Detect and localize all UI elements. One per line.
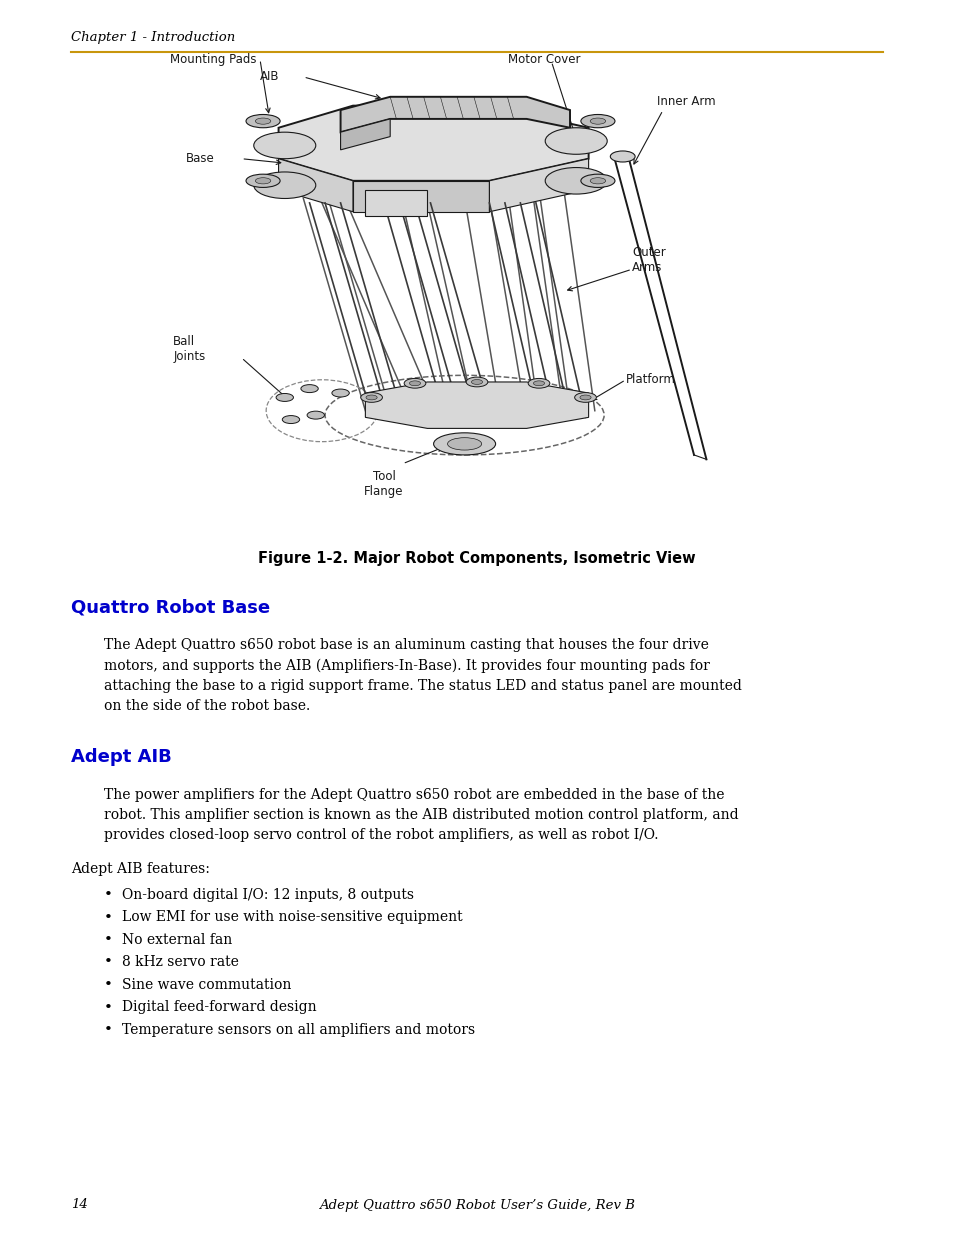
Text: Figure 1-2. Major Robot Components, Isometric View: Figure 1-2. Major Robot Components, Isom… xyxy=(258,551,695,566)
Ellipse shape xyxy=(610,151,635,162)
Text: •: • xyxy=(104,956,112,969)
Text: Tool
Flange: Tool Flange xyxy=(364,471,403,499)
Text: Motor Cover: Motor Cover xyxy=(507,53,579,65)
Ellipse shape xyxy=(579,395,591,400)
Text: The Adept Quattro s650 robot base is an aluminum casting that houses the four dr: The Adept Quattro s650 robot base is an … xyxy=(104,638,741,713)
Text: Outer
Arms: Outer Arms xyxy=(631,247,665,274)
Ellipse shape xyxy=(366,395,376,400)
Ellipse shape xyxy=(246,115,280,127)
Text: •: • xyxy=(104,910,112,925)
Ellipse shape xyxy=(332,389,349,396)
Text: Adept AIB: Adept AIB xyxy=(71,748,172,766)
Ellipse shape xyxy=(307,411,324,419)
Text: Temperature sensors on all amplifiers and motors: Temperature sensors on all amplifiers an… xyxy=(122,1023,475,1037)
Text: Mounting Pads: Mounting Pads xyxy=(170,53,256,65)
Ellipse shape xyxy=(528,378,549,388)
Ellipse shape xyxy=(471,379,482,384)
Text: Digital feed-forward design: Digital feed-forward design xyxy=(122,1000,316,1014)
Ellipse shape xyxy=(300,384,318,393)
Polygon shape xyxy=(278,159,353,211)
Polygon shape xyxy=(278,106,588,180)
Polygon shape xyxy=(489,159,588,211)
Text: Platform: Platform xyxy=(625,373,675,387)
Text: Base: Base xyxy=(185,152,214,165)
Text: 8 kHz servo rate: 8 kHz servo rate xyxy=(122,956,238,969)
Ellipse shape xyxy=(253,172,315,199)
Polygon shape xyxy=(365,190,427,216)
Text: On-board digital I/O: 12 inputs, 8 outputs: On-board digital I/O: 12 inputs, 8 outpu… xyxy=(122,888,414,902)
Text: 14: 14 xyxy=(71,1198,88,1212)
Ellipse shape xyxy=(544,168,606,194)
Polygon shape xyxy=(353,180,489,211)
Ellipse shape xyxy=(447,437,481,450)
Ellipse shape xyxy=(466,377,487,387)
Ellipse shape xyxy=(580,174,615,188)
Text: •: • xyxy=(104,1000,112,1014)
Ellipse shape xyxy=(533,380,544,385)
Polygon shape xyxy=(365,382,588,429)
Text: Sine wave commutation: Sine wave commutation xyxy=(122,978,291,992)
Ellipse shape xyxy=(433,432,496,454)
Polygon shape xyxy=(340,96,569,132)
Text: •: • xyxy=(104,978,112,992)
Text: No external fan: No external fan xyxy=(122,932,232,947)
Ellipse shape xyxy=(360,393,382,403)
Ellipse shape xyxy=(253,132,315,158)
Text: AIB: AIB xyxy=(259,70,279,84)
Ellipse shape xyxy=(255,178,271,184)
Ellipse shape xyxy=(275,394,294,401)
Text: Adept AIB features:: Adept AIB features: xyxy=(71,862,210,876)
Text: •: • xyxy=(104,1023,112,1037)
Text: Ball
Joints: Ball Joints xyxy=(172,335,205,363)
Text: Low EMI for use with noise-sensitive equipment: Low EMI for use with noise-sensitive equ… xyxy=(122,910,462,925)
Ellipse shape xyxy=(255,119,271,125)
Ellipse shape xyxy=(409,380,420,385)
Ellipse shape xyxy=(590,119,605,125)
Text: Quattro Robot Base: Quattro Robot Base xyxy=(71,598,270,616)
Text: •: • xyxy=(104,888,112,902)
Text: Inner Arm: Inner Arm xyxy=(656,95,715,107)
Ellipse shape xyxy=(590,178,605,184)
Ellipse shape xyxy=(574,393,596,403)
Ellipse shape xyxy=(404,378,425,388)
Text: Adept Quattro s650 Robot User’s Guide, Rev B: Adept Quattro s650 Robot User’s Guide, R… xyxy=(318,1198,635,1212)
Ellipse shape xyxy=(282,415,299,424)
Text: The power amplifiers for the Adept Quattro s650 robot are embedded in the base o: The power amplifiers for the Adept Quatt… xyxy=(104,788,738,842)
Ellipse shape xyxy=(580,115,615,127)
Ellipse shape xyxy=(246,174,280,188)
Text: Chapter 1 - Introduction: Chapter 1 - Introduction xyxy=(71,32,235,44)
Text: •: • xyxy=(104,932,112,947)
Ellipse shape xyxy=(544,127,606,154)
Polygon shape xyxy=(340,119,390,149)
